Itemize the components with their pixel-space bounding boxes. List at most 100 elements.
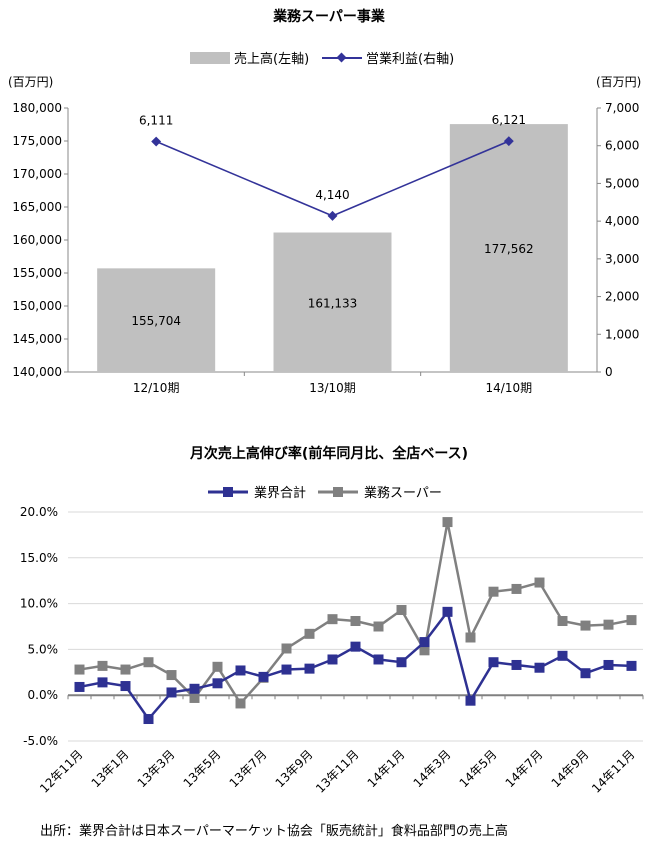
chart2-title: 月次売上高伸び率(前年同月比、全店ベース) — [189, 446, 469, 462]
series-marker-1 — [603, 619, 614, 630]
series-marker-0 — [396, 657, 407, 668]
bar — [97, 268, 216, 372]
series-marker-1 — [465, 632, 476, 643]
chart1-title: 業務スーパー事業 — [273, 9, 385, 25]
y-left-tick-label: 155,000 — [12, 266, 62, 280]
x-tick-label: 14/10期 — [486, 381, 533, 395]
x-tick-label: 13年3月 — [135, 747, 178, 790]
series-marker-1 — [189, 692, 200, 703]
series-marker-1 — [304, 628, 315, 639]
bar-value-label: 177,562 — [484, 242, 534, 256]
x-tick-label: 13年5月 — [181, 747, 224, 790]
bar-value-label: 161,133 — [308, 296, 358, 310]
legend-swatch-marker — [333, 487, 343, 497]
legend-line-marker — [336, 52, 347, 63]
series-marker-0 — [258, 671, 269, 682]
series-marker-0 — [304, 663, 315, 674]
series-line-0 — [79, 609, 632, 722]
y-left-tick-label: 140,000 — [12, 365, 62, 379]
legend-swatch-marker — [223, 487, 233, 497]
y-left-tick-label: 160,000 — [12, 233, 62, 247]
footnote: 出所：業界合計は日本スーパーマーケット協会「販売統計」食料品部門の売上高 — [40, 824, 508, 839]
series-marker-0 — [327, 654, 338, 665]
series-marker-1 — [281, 643, 292, 654]
y-tick-label: -5.0% — [23, 734, 58, 748]
x-tick-label: 14年5月 — [457, 747, 500, 790]
y-left-unit: (百万円) — [8, 75, 53, 89]
y-right-tick-label: 4,000 — [605, 214, 639, 228]
y-left-tick-label: 165,000 — [12, 200, 62, 214]
series-marker-0 — [143, 714, 154, 725]
profit-value-label: 6,111 — [139, 114, 173, 128]
series-marker-0 — [350, 641, 361, 652]
series-marker-1 — [511, 583, 522, 594]
x-tick-label: 13/10期 — [309, 381, 356, 395]
x-tick-label: 13年11月 — [313, 747, 361, 795]
series-marker-0 — [235, 665, 246, 676]
y-tick-label: 0.0% — [28, 688, 59, 702]
x-tick-label: 14年7月 — [503, 747, 546, 790]
series-marker-1 — [235, 698, 246, 709]
series-marker-1 — [212, 661, 223, 672]
series-marker-0 — [189, 683, 200, 694]
x-tick-label: 12/10期 — [133, 381, 180, 395]
profit-marker — [151, 136, 162, 147]
series-marker-0 — [534, 662, 545, 673]
series-marker-1 — [488, 586, 499, 597]
series-marker-1 — [350, 616, 361, 627]
series-marker-0 — [373, 654, 384, 665]
y-right-tick-label: 1,000 — [605, 327, 639, 341]
y-tick-label: 5.0% — [28, 642, 59, 656]
series-marker-1 — [327, 614, 338, 625]
series-marker-1 — [419, 645, 430, 656]
x-tick-label: 14年1月 — [365, 747, 408, 790]
y-left-tick-label: 170,000 — [12, 167, 62, 181]
y-right-tick-label: 3,000 — [605, 252, 639, 266]
y-left-tick-label: 150,000 — [12, 299, 62, 313]
series-marker-0 — [511, 659, 522, 670]
series-marker-0 — [465, 695, 476, 706]
series-marker-0 — [442, 606, 453, 617]
series-marker-1 — [396, 605, 407, 616]
y-left-tick-label: 180,000 — [12, 101, 62, 115]
series-marker-1 — [373, 621, 384, 632]
series-marker-1 — [534, 577, 545, 588]
legend-label: 業界合計 — [254, 485, 306, 501]
series-marker-1 — [166, 670, 177, 681]
y-right-tick-label: 2,000 — [605, 290, 639, 304]
x-tick-label: 14年3月 — [411, 747, 454, 790]
series-line-1 — [79, 521, 632, 706]
series-marker-0 — [557, 650, 568, 661]
y-tick-label: 15.0% — [20, 551, 58, 565]
x-tick-label: 13年1月 — [89, 747, 132, 790]
profit-marker — [327, 210, 338, 221]
chart1: 売上高(左軸) 営業利益(右軸) (百万円) (百万円) 140,000 145,000 1… — [8, 51, 641, 395]
series-marker-0 — [580, 668, 591, 679]
series-marker-1 — [626, 615, 637, 626]
series-marker-0 — [74, 681, 85, 692]
y-right-tick-label: 7,000 — [605, 101, 639, 115]
series-marker-0 — [488, 657, 499, 668]
legend-line-label: 営業利益(右軸) — [366, 51, 454, 67]
profit-value-label: 6,121 — [492, 113, 526, 127]
bar — [449, 124, 568, 373]
series-marker-1 — [74, 664, 85, 675]
series-marker-0 — [419, 637, 430, 648]
y-tick-label: 10.0% — [20, 597, 58, 611]
legend-bar-label: 売上高(左軸) — [234, 51, 309, 67]
chart2: 業界合計 業務スーパー -5.0% 0.0% 5.0% 10.0% 15.0% 20.0% 12… — [20, 485, 644, 796]
series-marker-0 — [212, 678, 223, 689]
series-marker-0 — [166, 687, 177, 698]
series-marker-0 — [120, 681, 131, 692]
y-right-tick-label: 6,000 — [605, 139, 639, 153]
x-tick-label: 12年11月 — [37, 747, 85, 795]
series-marker-0 — [97, 677, 108, 688]
legend-bar-swatch — [190, 52, 230, 64]
x-tick-label: 14年9月 — [549, 747, 592, 790]
x-tick-label: 13年7月 — [227, 747, 270, 790]
y-right-unit: (百万円) — [596, 75, 641, 89]
series-marker-1 — [97, 660, 108, 671]
y-left-tick-label: 175,000 — [12, 134, 62, 148]
series-marker-1 — [557, 616, 568, 627]
